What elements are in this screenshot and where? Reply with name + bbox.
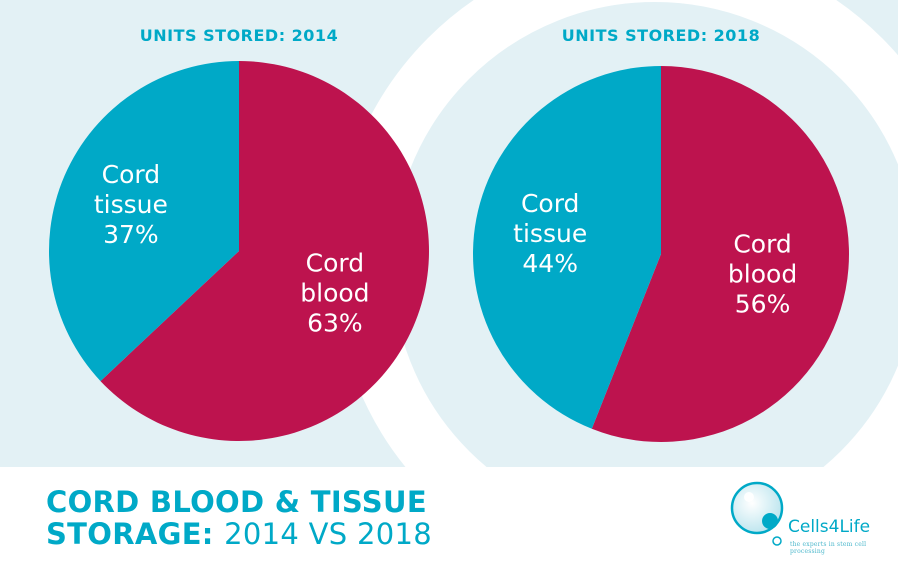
pie-label-cord-blood-2014: Cord blood 63% — [300, 249, 369, 338]
pie-label-cord-tissue-2014: Cord tissue 37% — [94, 160, 168, 249]
page-title-line1: CORD BLOOD & TISSUE — [46, 485, 427, 519]
page-title: CORD BLOOD & TISSUE STORAGE: 2014 VS 201… — [46, 486, 432, 550]
pie-chart-2014: Cord blood 63% Cord tissue 37% — [48, 61, 429, 441]
page-title-light: 2014 VS 2018 — [224, 517, 433, 551]
pie-label-cord-blood-2018: Cord blood 56% — [728, 229, 797, 318]
chart-title-2014: UNITS STORED: 2014 — [139, 26, 339, 45]
pie-slice-cord-tissue-2014 — [48, 61, 240, 382]
logo-tagline: the experts in stem cell processing — [790, 541, 867, 555]
pie-slice-cord-blood-2014 — [100, 61, 429, 441]
pie-slice-cord-blood-2018 — [591, 66, 850, 442]
cells4life-logo-icon — [730, 481, 784, 546]
logo-name: Cells4Life — [788, 517, 871, 537]
pie-label-cord-tissue-2018: Cord tissue 44% — [513, 189, 587, 278]
page-title-bold: STORAGE: — [46, 517, 214, 551]
page-title-line2: STORAGE: 2014 VS 2018 — [46, 518, 432, 550]
chart-title-2018: UNITS STORED: 2018 — [561, 26, 761, 45]
pie-slice-cord-tissue-2018 — [473, 66, 661, 429]
pie-chart-2018: Cord blood 56% Cord tissue 44% — [473, 66, 850, 442]
